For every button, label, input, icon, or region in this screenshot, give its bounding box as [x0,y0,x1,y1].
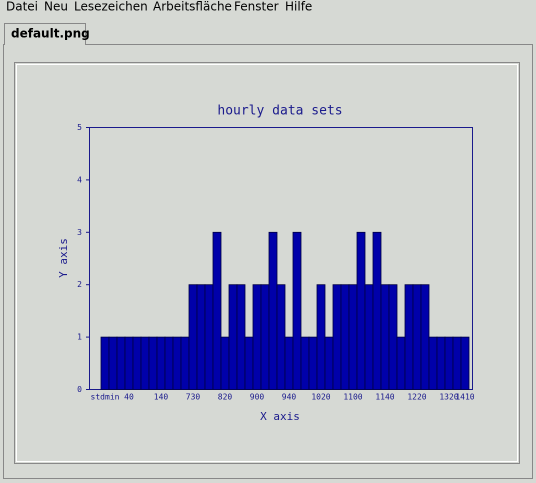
bar [212,231,222,390]
x-tick-label: 730 [186,393,201,402]
tab-label[interactable]: default.png [11,27,90,41]
bar [156,336,166,390]
bar [100,336,110,390]
bar [116,336,126,390]
bar [132,336,142,390]
x-tick-label: 900 [250,393,265,402]
bar [356,231,366,390]
x-tick-label: 1410 [455,393,474,402]
bar [196,284,206,390]
bar [428,336,438,390]
tab[interactable] [4,23,86,45]
y-axis-label: Y axis [57,238,70,278]
x-tick-label: 940 [282,393,297,402]
bar [332,284,342,390]
bar [276,284,286,390]
bar [420,284,430,390]
y-tick-label: 0 [77,385,82,394]
y-tick-label: 1 [77,333,82,342]
bar [236,284,246,390]
bar [364,284,374,390]
bar [316,284,326,390]
bar [324,336,334,390]
bar [180,336,190,390]
y-tick-label: 4 [77,175,82,184]
x-tick-label: 40 [124,393,134,402]
bar [404,284,414,390]
bar [148,336,158,390]
bar [172,336,182,390]
menu-item[interactable]: Lesezeichen [74,0,148,14]
bar [220,336,230,390]
bar [124,336,134,390]
bar [308,336,318,390]
bar [460,336,470,390]
bar [252,284,262,390]
bar [108,336,118,390]
bar [268,231,278,390]
bar [340,284,350,390]
menu-item[interactable]: Arbeitsfläche [153,0,232,14]
chart-title: hourly data sets [217,104,342,119]
y-tick-label: 5 [77,123,82,132]
menu-item[interactable]: Datei [6,0,38,14]
bar [260,284,270,390]
bar [164,336,174,390]
y-tick-label: 2 [77,280,82,289]
x-tick-label: stdmin [91,393,120,402]
bar [244,336,254,390]
x-axis-label: X axis [260,410,300,423]
bar [380,284,390,390]
bar [284,336,294,390]
bar [348,284,358,390]
x-tick-label: 1020 [311,393,330,402]
menu-item[interactable]: Hilfe [285,0,312,14]
x-tick-label: 1100 [343,393,362,402]
bar [188,284,198,390]
bar [292,231,302,390]
bar [388,284,398,390]
menu-item[interactable]: Fenster [234,0,279,14]
x-tick-label: 1320 [439,393,458,402]
bar [300,336,310,390]
image-frame [14,62,520,464]
menubar [0,0,536,16]
bar [412,284,422,390]
bar [396,336,406,390]
bar [140,336,150,390]
x-tick-label: 140 [154,393,169,402]
bar [204,284,214,390]
image-frame-inner [16,64,518,462]
bar [436,336,446,390]
x-tick-label: 1140 [375,393,394,402]
bar [444,336,454,390]
bar [228,284,238,390]
bar [452,336,462,390]
bar [372,231,382,390]
menu-item[interactable]: Neu [44,0,68,14]
x-tick-label: 1220 [407,393,426,402]
x-tick-label: 820 [218,393,233,402]
y-tick-label: 3 [77,228,82,237]
